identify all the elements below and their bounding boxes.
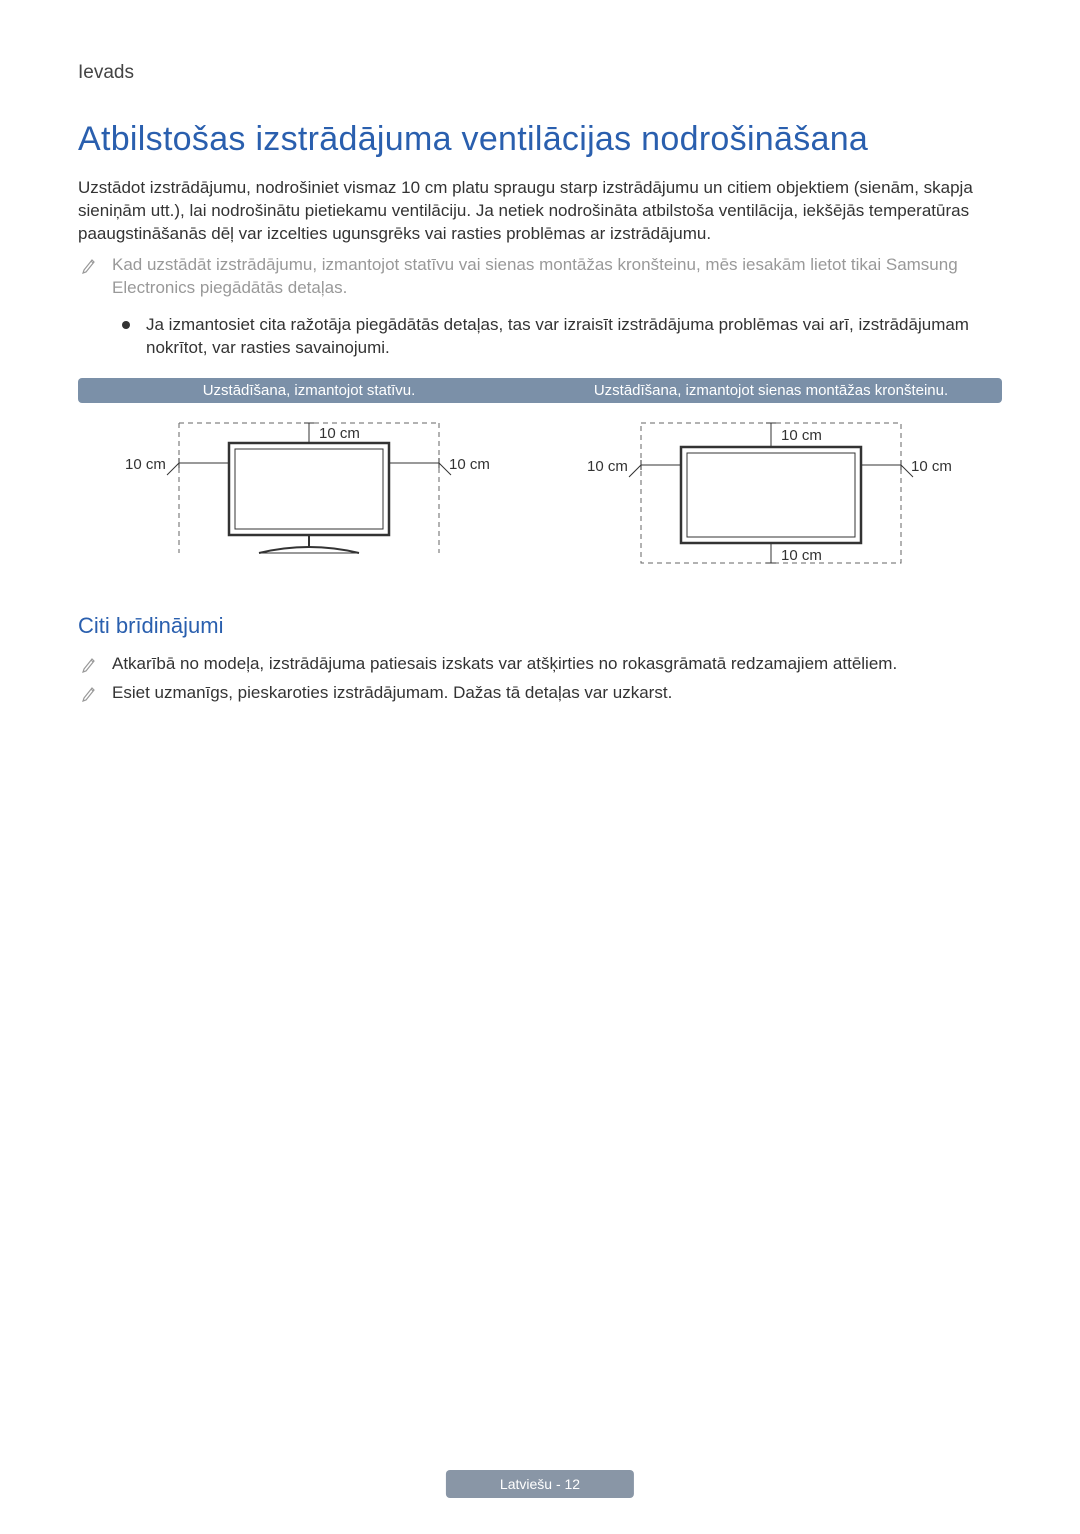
warning-item: Atkarībā no modeļa, izstrādājuma patiesa… bbox=[78, 653, 1002, 676]
intro-paragraph: Uzstādot izstrādājumu, nodrošiniet visma… bbox=[78, 177, 1002, 246]
gap-label-right: 10 cm bbox=[911, 458, 952, 475]
pencil-icon bbox=[82, 258, 96, 274]
page-footer: Latviešu - 12 bbox=[446, 1470, 634, 1498]
diagram-header-right: Uzstādīšana, izmantojot sienas montāžas … bbox=[540, 378, 1002, 403]
note-item: Kad uzstādāt izstrādājumu, izmantojot st… bbox=[78, 254, 1002, 300]
bullet-text: Ja izmantosiet cita ražotāja piegādātās … bbox=[146, 314, 1002, 360]
diagram-section: Uzstādīšana, izmantojot statīvu. Uzstādī… bbox=[78, 378, 1002, 583]
warning-text: Esiet uzmanīgs, pieskaroties izstrādājum… bbox=[112, 682, 672, 705]
bullet-icon bbox=[122, 321, 130, 329]
gap-label-top: 10 cm bbox=[781, 427, 822, 444]
pencil-icon bbox=[82, 686, 96, 702]
diagram-stand: 10 cm 10 cm 10 cm bbox=[78, 407, 540, 583]
warning-item: Esiet uzmanīgs, pieskaroties izstrādājum… bbox=[78, 682, 1002, 705]
gap-label-right: 10 cm bbox=[449, 456, 490, 473]
diagram-wallmount: 10 cm 10 cm 10 cm bbox=[540, 407, 1002, 583]
bullet-item: Ja izmantosiet cita ražotāja piegādātās … bbox=[78, 314, 1002, 360]
sub-heading: Citi brīdinājumi bbox=[78, 613, 1002, 639]
page-title: Atbilstošas izstrādājuma ventilācijas no… bbox=[78, 120, 1002, 159]
gap-label-bottom: 10 cm bbox=[781, 547, 822, 564]
gap-label-top: 10 cm bbox=[319, 425, 360, 442]
diagram-header-left: Uzstādīšana, izmantojot statīvu. bbox=[78, 378, 540, 403]
breadcrumb: Ievads bbox=[78, 62, 1002, 84]
note-text: Kad uzstādāt izstrādājumu, izmantojot st… bbox=[112, 254, 1002, 300]
warning-text: Atkarībā no modeļa, izstrādājuma patiesa… bbox=[112, 653, 897, 676]
gap-label-left: 10 cm bbox=[125, 456, 166, 473]
gap-label-left: 10 cm bbox=[587, 458, 628, 475]
pencil-icon bbox=[82, 657, 96, 673]
